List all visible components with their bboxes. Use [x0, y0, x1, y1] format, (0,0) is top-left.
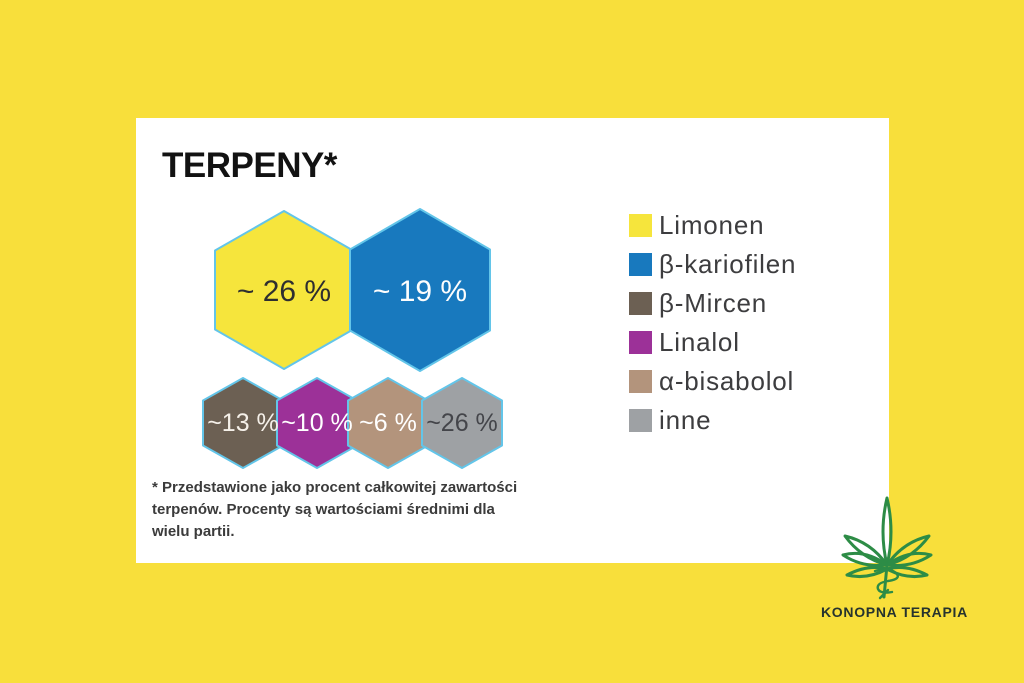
footnote-line: wielu partii. [152, 523, 235, 540]
legend-item-mircen: β-Mircen [629, 284, 796, 323]
legend: Limonen β-kariofilen β-Mircen Linalol α-… [629, 206, 796, 440]
legend-swatch-icon [629, 370, 652, 393]
footnote-line: terpenów. Procenty są wartościami średni… [152, 501, 495, 518]
hex-label-inne: ~26 % [426, 409, 498, 437]
footnote-line: * Przedstawione jako procent całkowitej … [152, 479, 518, 496]
legend-label: β-Mircen [659, 288, 768, 318]
swatch-rect [629, 409, 652, 432]
hex-label-bisabolol: ~6 % [359, 409, 417, 437]
legend-swatch-icon [629, 253, 652, 276]
swatch-rect [629, 292, 652, 315]
page-title: TERPENY* [162, 146, 337, 185]
hexagon-kariofilen [349, 208, 491, 372]
legend-item-linalol: Linalol [629, 323, 796, 362]
legend-swatch-icon [629, 214, 652, 237]
footnote: * Przedstawione jako procent całkowitej … [152, 477, 517, 543]
hexagon-inne [421, 377, 503, 469]
legend-label: β-kariofilen [659, 249, 797, 279]
legend-item-kariofilen: β-kariofilen [629, 245, 796, 284]
swatch-rect [629, 331, 652, 354]
legend-item-inne: inne [629, 401, 796, 440]
swatch-rect [629, 253, 652, 276]
hex-label-kariofilen: ~ 19 % [373, 275, 467, 308]
legend-label: Limonen [659, 210, 765, 240]
legend-swatch-icon [629, 292, 652, 315]
hex-label-mircen: ~13 % [207, 409, 279, 437]
legend-swatch-icon [629, 331, 652, 354]
hemp-leaf-logo-icon [841, 496, 933, 600]
hex-label-limonen: ~ 26 % [237, 275, 331, 308]
swatch-rect [629, 214, 652, 237]
legend-label: Linalol [659, 327, 740, 357]
swatch-rect [629, 370, 652, 393]
legend-label: α-bisabolol [659, 366, 795, 396]
legend-item-limonen: Limonen [629, 206, 796, 245]
hexagon-chart: ~ 26 % ~ 19 % ~13 % ~10 % ~6 % ~26 % [202, 208, 503, 469]
legend-swatch-icon [629, 409, 652, 432]
logo-text: KONOPNA TERAPIA [821, 604, 968, 620]
hex-label-linalol: ~10 % [281, 409, 353, 437]
legend-label: inne [659, 405, 712, 435]
legend-item-bisabolol: α-bisabolol [629, 362, 796, 401]
